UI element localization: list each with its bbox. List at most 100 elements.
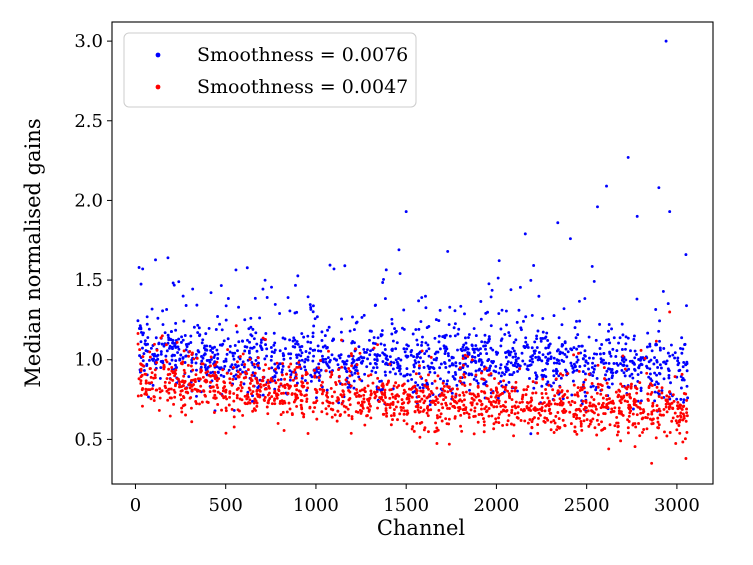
data-point-series-1-349 xyxy=(508,373,512,377)
data-point-series-1-1082 xyxy=(173,353,176,357)
data-point-series-2-116 xyxy=(318,358,322,362)
data-point-series-1-1451 xyxy=(351,315,354,319)
data-point-series-2-970 xyxy=(591,417,595,421)
data-point-series-1-1279 xyxy=(427,347,431,351)
data-point-series-1-1262 xyxy=(590,264,594,268)
data-point-series-1-1023 xyxy=(269,346,273,349)
data-point-series-2-853 xyxy=(326,395,330,399)
data-point-series-1-988 xyxy=(607,361,611,365)
data-point-series-1-441 xyxy=(304,368,307,372)
data-point-series-2-1435 xyxy=(357,393,361,397)
data-point-series-1-1315 xyxy=(355,320,359,324)
data-point-series-2-1059 xyxy=(189,396,193,399)
data-point-series-2-675 xyxy=(469,408,473,412)
data-point-series-1-1010 xyxy=(588,356,591,360)
data-point-series-1-828 xyxy=(480,361,484,364)
data-point-series-2-41 xyxy=(182,349,186,353)
data-point-series-1-925 xyxy=(499,374,503,378)
data-point-series-1-173 xyxy=(281,364,285,368)
data-point-series-1-844 xyxy=(598,352,602,356)
data-point-series-1-1291 xyxy=(396,363,400,367)
data-point-series-1-1070 xyxy=(463,312,466,316)
data-point-series-2-511 xyxy=(615,415,619,419)
data-point-series-2-1150 xyxy=(429,355,433,359)
data-point-series-1-1112 xyxy=(514,352,518,356)
data-point-series-2-905 xyxy=(211,374,215,377)
data-point-series-2-1496 xyxy=(396,418,399,422)
data-point-series-1-834 xyxy=(249,316,253,320)
data-point-series-2-1350 xyxy=(588,404,592,408)
data-point-series-1-621 xyxy=(137,266,141,269)
data-point-series-2-1489 xyxy=(684,419,688,423)
data-point-series-2-733 xyxy=(541,377,545,381)
data-point-series-2-553 xyxy=(282,391,285,395)
data-point-series-2-691 xyxy=(579,386,583,390)
data-point-series-2-521 xyxy=(489,388,493,392)
data-point-series-2-466 xyxy=(477,398,481,402)
data-point-series-2-1155 xyxy=(627,414,631,418)
data-point-series-1-1229 xyxy=(343,366,347,370)
data-point-series-2-1442 xyxy=(163,380,167,384)
data-point-series-2-1233 xyxy=(421,389,425,393)
data-point-series-2-1422 xyxy=(671,407,675,411)
data-point-series-1-215 xyxy=(264,343,268,347)
data-point-series-2-1309 xyxy=(283,377,287,381)
data-point-series-2-645 xyxy=(236,408,240,412)
data-point-series-2-1093 xyxy=(199,370,203,374)
data-point-series-1-201 xyxy=(535,375,539,379)
data-point-series-2-184 xyxy=(333,413,337,417)
data-point-series-2-375 xyxy=(436,401,440,404)
data-point-series-1-483 xyxy=(402,308,406,312)
data-point-series-1-1263 xyxy=(327,366,331,369)
data-point-series-2-783 xyxy=(420,420,424,424)
data-point-series-1-288 xyxy=(421,360,425,364)
data-point-series-2-451 xyxy=(673,375,677,379)
data-point-series-1-357 xyxy=(402,347,406,351)
data-point-series-1-1514 xyxy=(635,214,639,218)
data-point-series-1-1504 xyxy=(343,264,347,268)
data-point-series-1-1511 xyxy=(596,205,599,209)
data-point-series-1-978 xyxy=(653,356,656,359)
data-point-series-2-354 xyxy=(348,369,352,373)
data-point-series-2-333 xyxy=(665,394,669,398)
data-point-series-2-1366 xyxy=(236,370,240,374)
data-point-series-1-177 xyxy=(467,333,471,336)
data-point-series-2-1133 xyxy=(510,398,514,401)
data-point-series-1-695 xyxy=(350,373,354,377)
data-point-series-1-1101 xyxy=(454,373,458,376)
data-point-series-2-315 xyxy=(495,398,499,402)
data-point-series-1-894 xyxy=(380,379,383,383)
data-point-series-1-1264 xyxy=(494,350,498,354)
data-point-series-1-1064 xyxy=(417,360,421,364)
data-point-series-2-1044 xyxy=(384,396,387,399)
data-point-series-1-175 xyxy=(685,384,689,388)
data-point-series-1-980 xyxy=(622,360,626,364)
data-point-series-1-1171 xyxy=(598,347,602,350)
data-point-series-1-89 xyxy=(225,352,229,356)
data-point-series-2-601 xyxy=(313,406,317,409)
data-point-series-1-1391 xyxy=(436,350,440,354)
data-point-series-1-1498 xyxy=(293,345,297,349)
data-point-series-1-427 xyxy=(224,357,228,361)
data-point-series-2-1491 xyxy=(510,411,514,415)
data-point-series-1-760 xyxy=(537,294,541,298)
data-point-series-2-817 xyxy=(300,393,303,397)
data-point-series-2-1431 xyxy=(213,389,217,393)
data-point-series-1-461 xyxy=(295,356,299,359)
data-point-series-2-368 xyxy=(485,409,489,413)
data-point-series-2-807 xyxy=(206,401,210,404)
data-point-series-1-339 xyxy=(552,314,556,318)
data-point-series-1-1361 xyxy=(291,339,295,343)
data-point-series-1-423 xyxy=(230,363,234,367)
data-point-series-1-1111 xyxy=(157,342,161,346)
data-point-series-2-1211 xyxy=(350,364,354,368)
data-point-series-2-900 xyxy=(185,386,188,390)
data-point-series-2-1487 xyxy=(561,409,565,413)
data-point-series-1-1362 xyxy=(476,353,480,357)
data-point-series-2-559 xyxy=(261,375,265,379)
data-point-series-1-279 xyxy=(246,390,250,394)
data-point-series-2-16 xyxy=(428,393,432,397)
data-point-series-2-1455 xyxy=(458,405,462,409)
data-point-series-1-1072 xyxy=(615,370,619,373)
data-point-series-1-293 xyxy=(141,346,144,350)
